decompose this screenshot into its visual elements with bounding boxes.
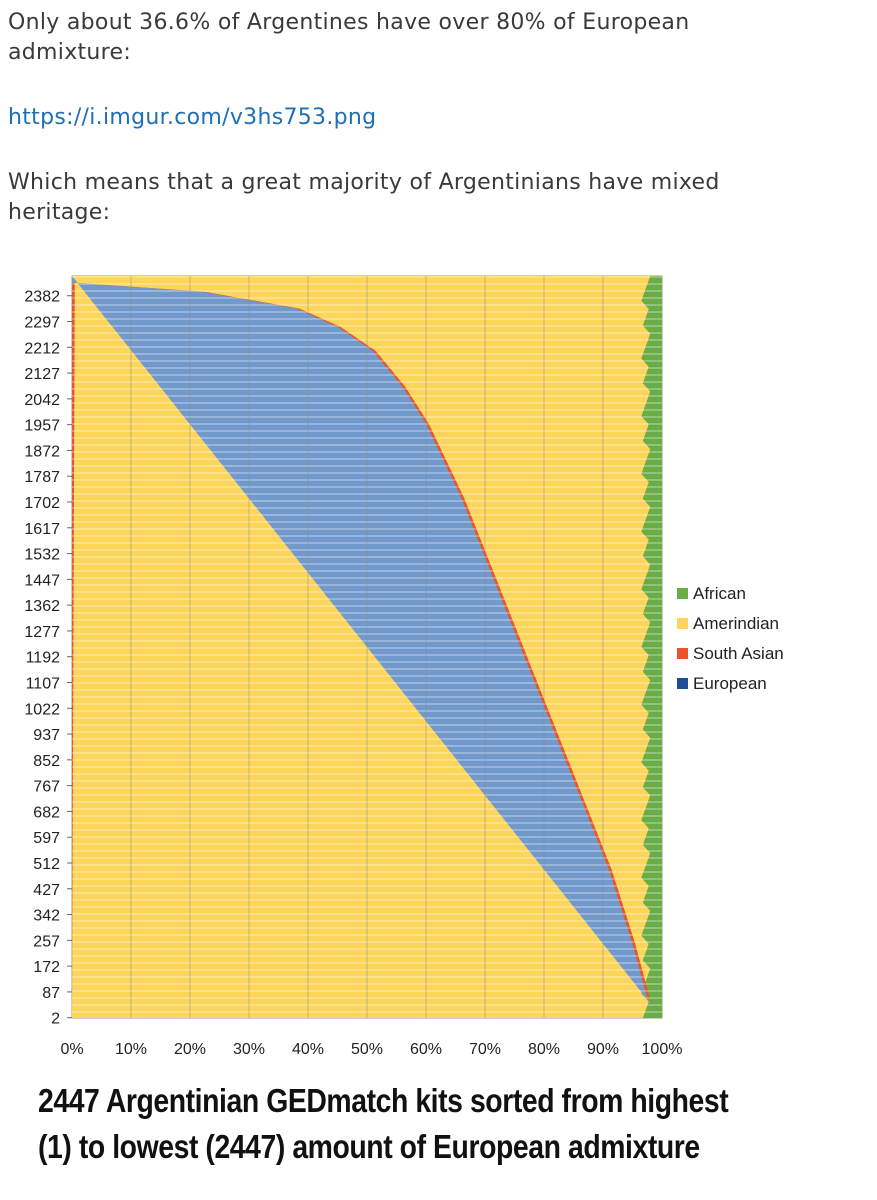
legend-label: South Asian <box>693 644 784 663</box>
x-tick-label: 40% <box>292 1041 324 1058</box>
caption-line-1: 2447 Argentinian GEDmatch kits sorted fr… <box>38 1082 729 1119</box>
y-tick-label: 1702 <box>24 495 60 512</box>
x-tick-label: 0% <box>60 1041 83 1058</box>
y-tick-label: 1532 <box>24 547 60 564</box>
y-tick-label: 1277 <box>24 624 60 641</box>
x-tick-label: 70% <box>469 1041 501 1058</box>
legend-label: Amerindian <box>693 614 779 633</box>
y-tick-label: 937 <box>33 727 60 744</box>
post-paragraph-2: Which means that a great majority of Arg… <box>8 170 720 225</box>
y-tick-label: 257 <box>33 933 60 950</box>
x-tick-label: 10% <box>115 1041 147 1058</box>
y-tick-label: 1447 <box>24 572 60 589</box>
imgur-link[interactable]: https://i.imgur.com/v3hs753.png <box>8 105 377 130</box>
x-tick-label: 60% <box>410 1041 442 1058</box>
legend-label: European <box>693 674 767 693</box>
y-tick-label: 1022 <box>24 701 60 718</box>
y-tick-label: 2042 <box>24 392 60 409</box>
row-stripes <box>72 276 662 1018</box>
y-tick-label: 172 <box>33 959 60 976</box>
y-tick-label: 2 <box>51 1011 60 1028</box>
y-tick-label: 512 <box>33 856 60 873</box>
legend-swatch <box>677 678 688 689</box>
y-tick-label: 427 <box>33 882 60 899</box>
x-tick-label: 30% <box>233 1041 265 1058</box>
legend-swatch <box>677 588 688 599</box>
y-tick-label: 1192 <box>26 650 61 667</box>
y-tick-label: 767 <box>33 779 60 796</box>
y-tick-label: 1107 <box>26 675 61 692</box>
x-tick-label: 50% <box>351 1041 383 1058</box>
y-tick-label: 2297 <box>24 315 60 332</box>
caption-line-2: (1) to lowest (2447) amount of European … <box>38 1128 700 1165</box>
x-tick-label: 100% <box>642 1041 683 1058</box>
y-tick-label: 2127 <box>24 366 60 383</box>
y-tick-label: 1872 <box>24 443 60 460</box>
legend-swatch <box>677 618 688 629</box>
y-tick-label: 852 <box>33 753 60 770</box>
legend-label: African <box>693 584 746 603</box>
y-tick-label: 87 <box>42 985 60 1002</box>
y-tick-label: 597 <box>33 830 60 847</box>
y-tick-label: 342 <box>33 908 60 925</box>
admixture-chart: 2382 2297 2212 2127 2042 1957 1872 1787 1702 1617… <box>24 275 784 1058</box>
x-tick-label: 90% <box>587 1041 619 1058</box>
y-tick-label: 1362 <box>24 598 60 615</box>
y-tick-label: 2382 <box>24 289 60 306</box>
y-tick-label: 682 <box>33 804 60 821</box>
y-tick-label: 2212 <box>24 340 60 357</box>
y-tick-label: 1957 <box>24 418 60 435</box>
legend-swatch <box>677 648 688 659</box>
x-tick-label: 80% <box>528 1041 560 1058</box>
y-tick-label: 1787 <box>24 469 60 486</box>
x-tick-label: 20% <box>174 1041 206 1058</box>
post-paragraph-1: Only about 36.6% of Argentines have over… <box>8 10 690 65</box>
y-tick-label: 1617 <box>24 521 60 538</box>
